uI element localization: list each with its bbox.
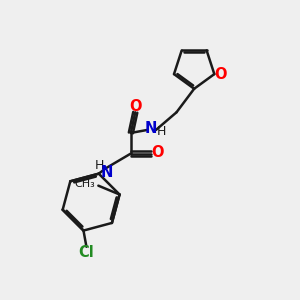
Text: O: O <box>129 99 142 114</box>
Text: N: N <box>101 165 113 180</box>
Text: O: O <box>214 67 226 82</box>
Text: N: N <box>144 121 157 136</box>
Text: H: H <box>95 159 104 172</box>
Text: Cl: Cl <box>79 245 94 260</box>
Text: H: H <box>157 125 166 138</box>
Text: O: O <box>151 145 164 160</box>
Text: CH₃: CH₃ <box>74 179 95 189</box>
